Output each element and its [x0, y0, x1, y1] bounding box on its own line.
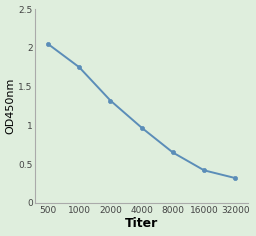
Y-axis label: OD450nm: OD450nm [6, 78, 16, 134]
X-axis label: Titer: Titer [125, 217, 158, 230]
